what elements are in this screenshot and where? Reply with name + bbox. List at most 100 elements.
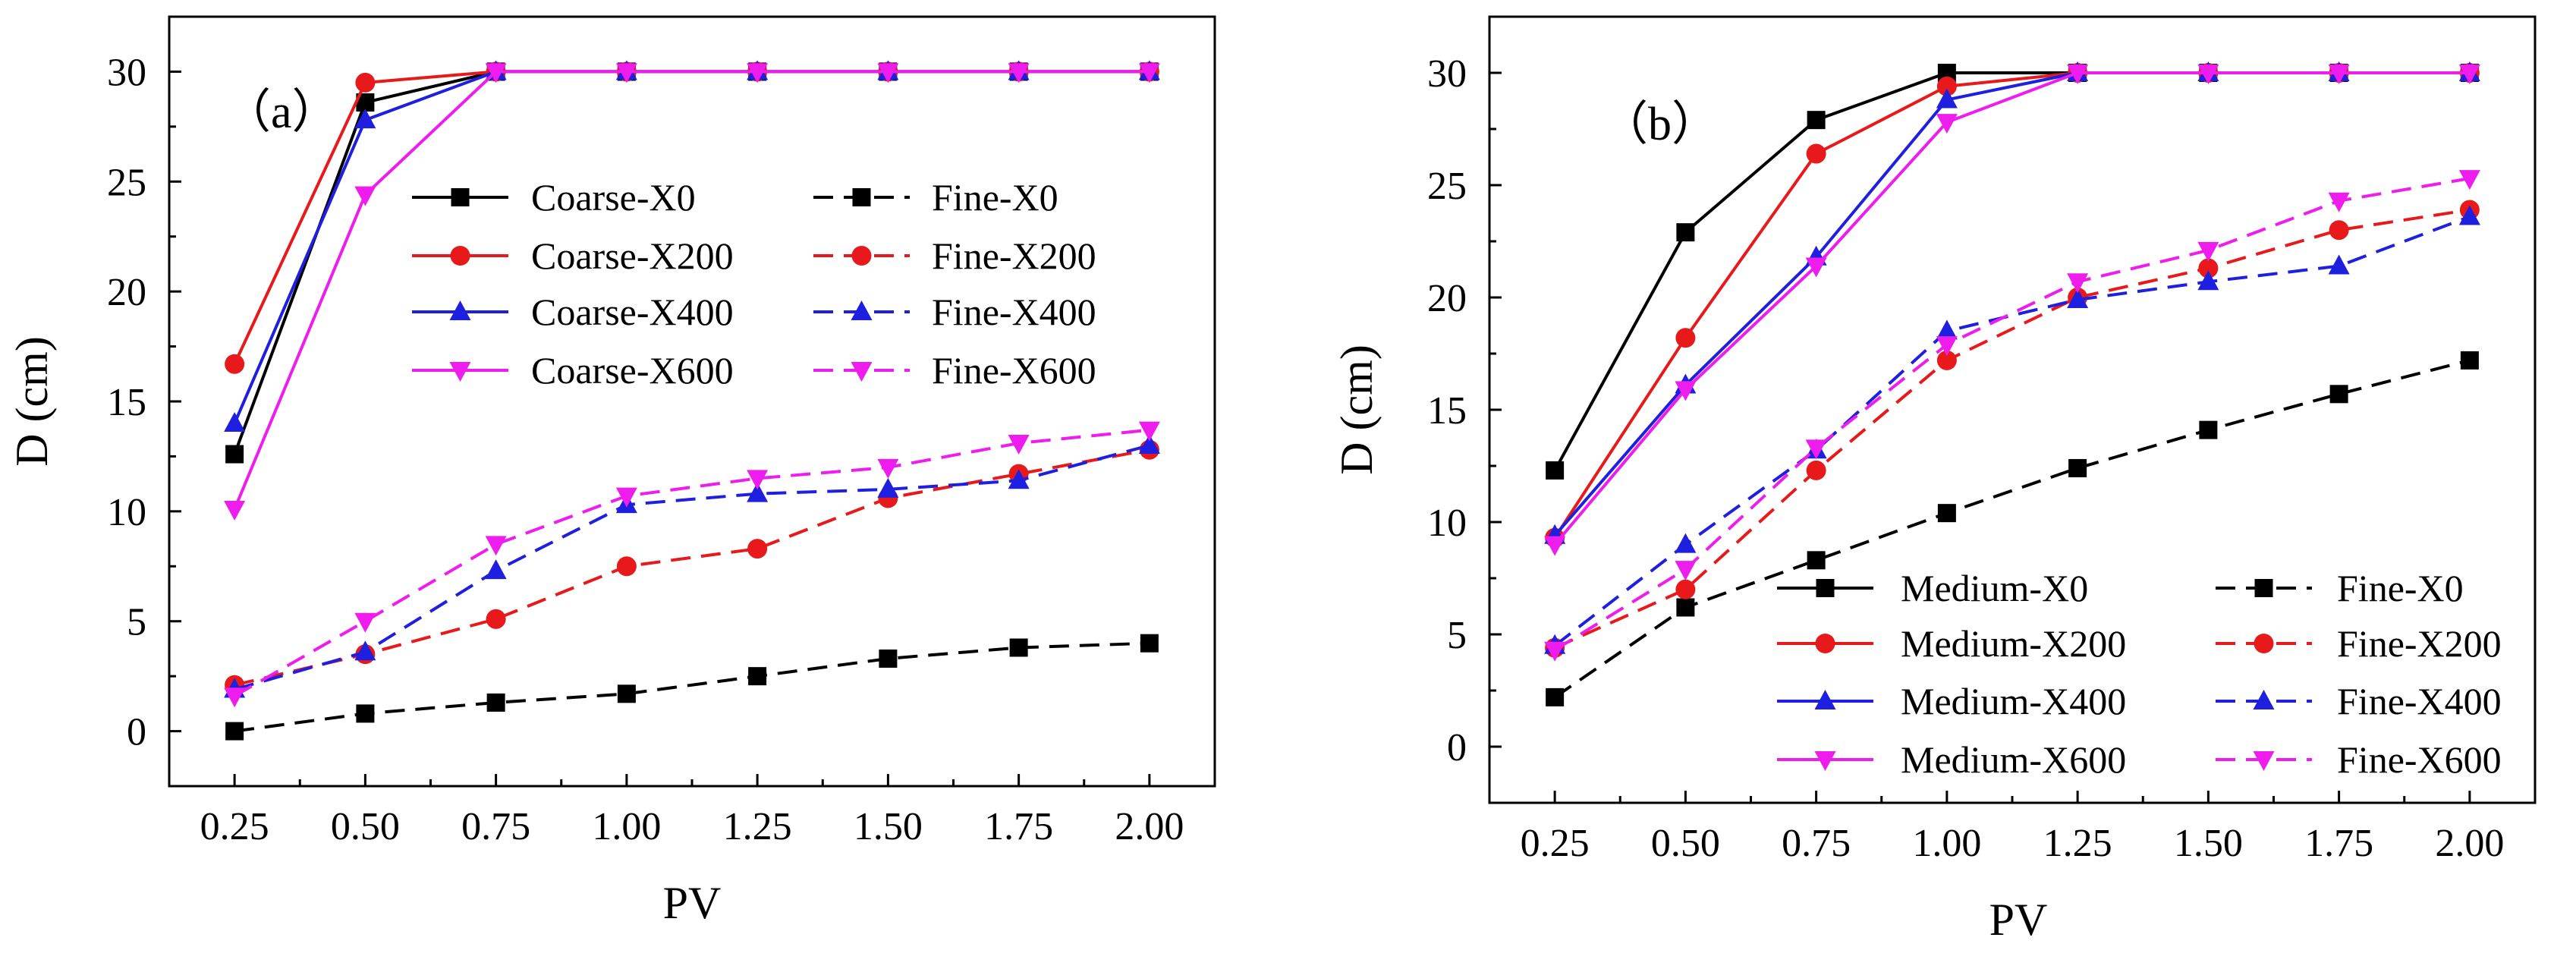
data-point-a-fine-x0-6 xyxy=(1009,638,1028,657)
legend-marker-b-fine-x200 xyxy=(2254,634,2274,653)
data-point-b-medium-x600-0 xyxy=(1544,536,1566,556)
x-tick-label-b-7: 2.00 xyxy=(2435,822,2504,865)
data-point-a-fine-x400-1 xyxy=(354,640,376,661)
data-point-b-fine-x600-7 xyxy=(2458,170,2480,190)
data-point-a-fine-x600-3 xyxy=(615,487,637,508)
data-point-b-fine-x200-6 xyxy=(2329,220,2349,241)
data-point-b-fine-x0-1 xyxy=(1676,598,1695,617)
data-point-a-coarse-x600-6 xyxy=(1008,63,1030,83)
series-a-fine-x400 xyxy=(224,433,1160,698)
data-point-b-medium-x0-0 xyxy=(1546,461,1565,480)
data-point-b-fine-x0-0 xyxy=(1546,687,1565,706)
data-point-a-coarse-x600-7 xyxy=(1138,63,1160,83)
data-point-b-medium-x200-2 xyxy=(1806,143,1826,164)
legend-marker-a-fine-x0 xyxy=(852,188,871,206)
legend-label-b-medium-x600: Medium-X600 xyxy=(1901,738,2126,781)
legend-label-b-fine-x0: Fine-X0 xyxy=(2337,567,2464,609)
legend-b: Medium-X0 Medium-X200 Medium-X400 Medium-X6… xyxy=(1777,567,2502,781)
x-tick-label-b-0: 0.25 xyxy=(1521,822,1590,865)
data-point-a-coarse-x0-0 xyxy=(225,445,244,464)
legend-marker-b-medium-x200 xyxy=(1815,634,1835,653)
data-point-b-medium-x0-2 xyxy=(1807,111,1826,130)
y-tick-label-b-5: 25 xyxy=(1427,165,1467,208)
data-point-b-fine-x600-4 xyxy=(2067,273,2089,294)
data-point-b-fine-x0-3 xyxy=(1937,504,1956,523)
legend-marker-a-coarse-x400 xyxy=(449,300,471,320)
legend-marker-b-fine-x600 xyxy=(2253,751,2275,771)
legend-label-b-medium-x0: Medium-X0 xyxy=(1901,567,2088,609)
data-point-a-coarse-x200-1 xyxy=(355,72,376,93)
series-line-b-fine-x600 xyxy=(1554,177,2471,652)
series-line-b-fine-x0 xyxy=(1553,358,2471,699)
data-point-a-fine-x600-6 xyxy=(1008,435,1030,455)
panel-a: 0.25 0.50 0.75 1.00 1.25 1.50 1.75 2.00 0 5 10 15 20… xyxy=(7,15,1216,928)
legend-marker-a-fine-x400 xyxy=(851,300,873,320)
data-point-a-coarse-x200-0 xyxy=(225,354,245,374)
data-point-b-medium-x600-5 xyxy=(2197,64,2219,84)
y-tick-label-a-0: 0 xyxy=(127,711,146,754)
data-point-b-fine-x0-4 xyxy=(2068,458,2087,477)
data-point-a-fine-x600-5 xyxy=(877,458,899,479)
legend-label-b-fine-x200: Fine-X200 xyxy=(2337,622,2502,665)
legend-label-b-fine-x600: Fine-X600 xyxy=(2337,738,2502,781)
y-tick-label-b-6: 30 xyxy=(1427,52,1467,96)
data-point-a-fine-x0-0 xyxy=(225,722,244,741)
data-point-b-fine-x400-1 xyxy=(1675,533,1697,553)
legend-a: Coarse-X0 Coarse-X200 Coarse-X400 Coarse-X6… xyxy=(412,176,1096,392)
series-a-fine-x0 xyxy=(225,634,1159,741)
x-tick-label-b-6: 1.75 xyxy=(2304,822,2373,865)
legend-label-a-fine-x200: Fine-X200 xyxy=(932,234,1096,277)
x-tick-label-b-3: 1.00 xyxy=(1912,822,1981,865)
x-tick-label-a-1: 0.50 xyxy=(331,805,400,848)
data-point-b-fine-x200-3 xyxy=(1936,350,1957,370)
legend-marker-b-medium-x600 xyxy=(1814,751,1836,771)
data-point-b-fine-x200-1 xyxy=(1675,579,1696,599)
data-point-a-coarse-x600-0 xyxy=(224,500,246,521)
data-point-a-fine-x600-1 xyxy=(354,612,376,633)
data-point-b-fine-x0-2 xyxy=(1807,551,1826,570)
series-line-a-fine-x200 xyxy=(234,448,1150,687)
series-line-b-fine-x400 xyxy=(1553,215,2471,647)
y-axis-label-b: D (cm) xyxy=(1332,344,1382,475)
y-tick-label-b-4: 20 xyxy=(1427,277,1467,320)
x-tick-label-a-2: 0.75 xyxy=(461,805,530,848)
data-point-a-coarse-x400-1 xyxy=(354,109,376,129)
data-point-b-fine-x600-6 xyxy=(2328,192,2350,212)
series-line-a-fine-x400 xyxy=(234,444,1150,691)
data-point-a-fine-x400-6 xyxy=(1008,469,1030,489)
y-tick-label-a-5: 25 xyxy=(107,161,146,204)
legend-marker-b-medium-x0 xyxy=(1816,579,1835,597)
data-point-b-medium-x600-7 xyxy=(2458,64,2480,84)
data-point-a-fine-x0-3 xyxy=(617,684,636,703)
data-point-a-coarse-x600-1 xyxy=(354,186,376,206)
legend-label-a-coarse-x600: Coarse-X600 xyxy=(531,349,734,392)
series-b-fine-x600 xyxy=(1544,170,2480,662)
legend-label-a-coarse-x200: Coarse-X200 xyxy=(531,234,734,277)
legend-label-b-medium-x400: Medium-X400 xyxy=(1901,680,2126,722)
data-point-b-medium-x600-1 xyxy=(1675,381,1697,401)
data-point-b-fine-x0-5 xyxy=(2199,420,2218,439)
data-point-b-medium-x200-3 xyxy=(1936,76,1957,96)
y-tick-label-a-1: 5 xyxy=(127,601,146,644)
panel-label-a: （a） xyxy=(224,87,339,138)
legend-label-a-fine-x0: Fine-X0 xyxy=(932,176,1058,219)
data-point-b-fine-x600-1 xyxy=(1675,561,1697,581)
data-point-a-coarse-x400-0 xyxy=(224,411,246,432)
legend-marker-a-coarse-x600 xyxy=(449,362,471,382)
series-line-b-fine-x200 xyxy=(1554,208,2471,650)
y-tick-label-b-1: 5 xyxy=(1447,614,1467,657)
data-point-a-coarse-x600-5 xyxy=(877,63,899,83)
x-tick-label-a-3: 1.00 xyxy=(592,805,661,848)
x-tick-label-b-4: 1.25 xyxy=(2043,822,2112,865)
legend-label-b-medium-x200: Medium-X200 xyxy=(1901,622,2126,665)
data-point-a-fine-x600-4 xyxy=(747,470,769,490)
data-point-a-fine-x0-2 xyxy=(486,693,505,712)
legend-label-a-coarse-x0: Coarse-X0 xyxy=(531,176,696,219)
data-point-a-fine-x400-4 xyxy=(747,482,769,502)
legend-marker-b-fine-x400 xyxy=(2253,690,2275,709)
y-tick-label-b-2: 10 xyxy=(1427,502,1467,545)
legend-marker-a-coarse-x200 xyxy=(450,246,470,266)
legend-marker-a-coarse-x0 xyxy=(451,188,470,206)
data-point-b-fine-x400-5 xyxy=(2197,270,2219,291)
x-tick-label-b-1: 0.50 xyxy=(1651,822,1720,865)
